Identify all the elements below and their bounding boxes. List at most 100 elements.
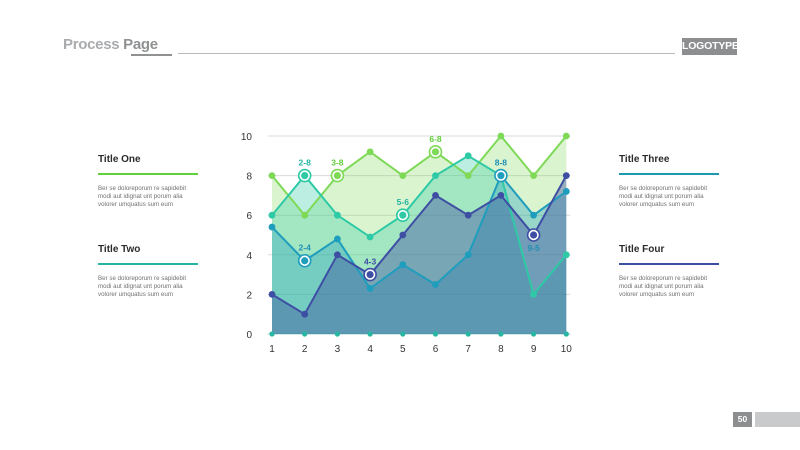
data-point [432,172,439,180]
data-point [366,233,374,241]
data-point [334,211,341,219]
data-point [497,192,505,199]
data-point [268,291,276,298]
annotation-label: 8-8 [495,158,508,168]
page-footer-bar [755,412,800,427]
baseline-point [563,331,569,337]
header-divider [178,53,675,54]
data-point [464,172,472,180]
annotation-dot [431,148,440,156]
baseline-point [498,331,504,337]
annotation-dot [530,231,538,239]
data-point [432,192,439,199]
x-tick-label: 6 [433,344,439,355]
annotation-label: 3-8 [331,158,344,168]
series-line [271,174,567,290]
x-tick-label: 1 [269,344,275,355]
series-area [272,175,567,334]
annotation-label: 2-8 [299,158,312,168]
annotation-dot [399,211,407,219]
block-line: modi aut idignat unt porum alia [98,283,183,290]
annotation-label: 6-8 [429,134,442,144]
block-line: Ber se doloreporum re sapidebit [619,275,708,282]
data-point [268,211,276,219]
data-point [399,172,407,180]
block-title: Title Three [619,154,670,165]
block-line: volorer umquatus sum eum [619,201,694,208]
baseline-point [465,331,471,337]
annotation-dot [301,172,309,180]
text-block-two: Title Two Ber se doloreporum re sapidebi… [98,244,198,299]
data-point [464,251,472,259]
baseline-point [269,331,275,337]
block-title: Title One [98,154,141,165]
data-point [562,188,570,195]
series-area [272,136,567,334]
text-block-three: Title Three Ber se doloreporum re sapide… [619,154,719,209]
y-tick-label: 4 [246,251,252,262]
block-description: Ber se doloreporum re sapidebit modi aut… [619,275,719,299]
annotation-label: 9-5 [527,243,540,253]
block-line: volorer umquatus sum eum [619,291,694,298]
page-title-part1: Process [63,36,120,53]
data-point [464,211,472,219]
baseline-point [302,331,308,337]
data-point [268,223,276,231]
data-point [432,281,439,288]
block-line: modi aut idignat unt porum alia [619,193,704,200]
data-point [497,132,505,140]
text-block-one: Title One Ber se doloreporum re sapidebi… [98,154,198,209]
title-underline [131,54,172,56]
annotation-dot [301,257,309,265]
x-tick-label: 4 [367,344,373,355]
block-line: Ber se doloreporum re sapidebit [619,185,708,192]
block-accent-line [619,263,719,265]
data-point [562,132,570,140]
annotation-label: 4-3 [364,257,377,267]
y-tick-label: 2 [246,290,252,301]
x-tick-label: 2 [302,344,308,355]
data-point [399,231,407,239]
data-point [464,152,472,160]
header: Process Page LOGOTYPE [0,0,800,60]
annotation-label: 2-4 [299,243,312,253]
annotation-label: 5-6 [397,197,410,207]
data-point [530,211,537,219]
baseline-point [334,331,340,337]
block-accent-line [98,173,198,175]
data-point [334,235,341,243]
block-title: Title Two [98,244,141,255]
page-title: Process Page [63,36,158,53]
baseline-point [367,331,373,337]
block-description: Ber se doloreporum re sapidebit modi aut… [98,185,198,209]
block-accent-line [98,263,198,265]
data-point [530,172,537,180]
data-point [366,148,374,156]
logo: LOGOTYPE [682,38,739,55]
y-tick-label: 6 [246,211,252,222]
baseline-point [400,331,406,337]
block-line: modi aut idignat unt porum alia [619,283,704,290]
text-block-four: Title Four Ber se doloreporum re sapideb… [619,244,719,299]
y-tick-label: 0 [246,330,252,341]
data-point [334,251,341,259]
block-accent-line [619,173,719,175]
annotation-dot [333,172,341,180]
page-title-part2: Page [123,36,158,53]
block-description: Ber se doloreporum re sapidebit modi aut… [98,275,198,299]
baseline-point [531,331,537,337]
block-description: Ber se doloreporum re sapidebit modi aut… [619,185,719,209]
annotation-dot [366,271,374,279]
block-line: volorer umquatus sum eum [98,201,173,208]
x-tick-label: 10 [561,344,573,355]
x-tick-label: 7 [465,344,471,355]
series-area [272,175,567,334]
y-tick-label: 10 [241,132,253,143]
annotation-dot [497,172,505,180]
block-title: Title Four [619,244,665,255]
block-line: Ber se doloreporum re sapidebit [98,185,187,192]
data-point [301,310,309,318]
data-point [268,172,276,180]
x-tick-label: 3 [335,344,341,355]
